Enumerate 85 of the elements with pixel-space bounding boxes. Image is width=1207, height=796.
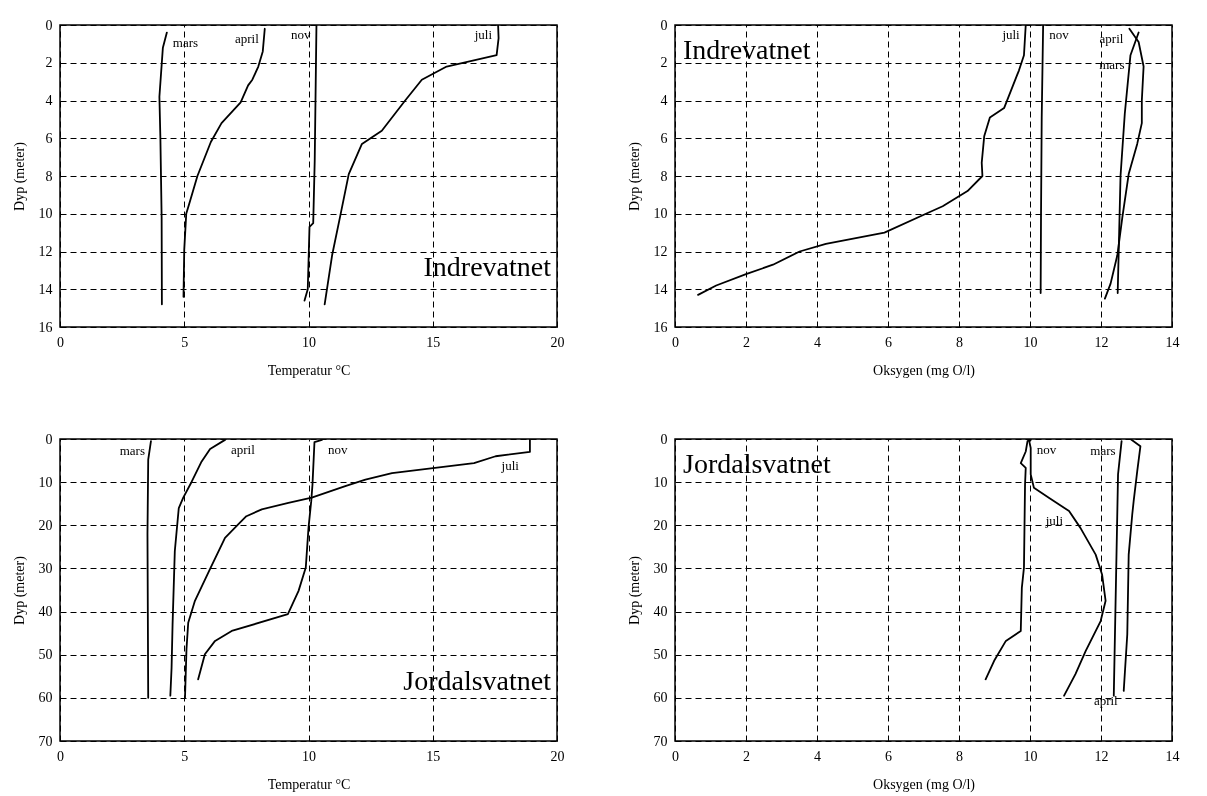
series-label: nov	[327, 441, 348, 457]
y-tick-label: 50	[653, 647, 668, 663]
y-tick-label: 12	[38, 244, 53, 259]
x-tick-label: 5	[181, 334, 189, 350]
y-tick-label: 70	[38, 733, 53, 749]
y-tick-label: 14	[653, 281, 668, 297]
series-label: april	[234, 30, 260, 46]
text: Indrevatnet	[423, 250, 552, 282]
y-tick-label: 30	[38, 560, 53, 576]
y-tick-label: 6	[45, 130, 53, 146]
series-label: nov	[1049, 27, 1070, 42]
x-tick-label: 4	[814, 334, 821, 350]
y-tick-label: 30	[653, 560, 668, 576]
x-axis-title: Temperatur °C	[267, 362, 351, 378]
y-tick-label: 4	[45, 93, 53, 108]
y-tick-label: 10	[38, 206, 53, 222]
series-label: mars	[1090, 443, 1116, 459]
x-tick-label: 2	[743, 748, 750, 764]
x-tick-label: 10	[1023, 748, 1038, 764]
text: Jordalsvatnet	[403, 664, 552, 696]
y-tick-label: 10	[38, 474, 53, 490]
y-tick-label: 0	[45, 431, 53, 447]
series-label: mars	[119, 443, 145, 459]
x-tick-label: 12	[1094, 334, 1109, 350]
series-label: nov	[290, 27, 311, 42]
x-tick-label: 0	[672, 748, 679, 764]
x-tick-label: 20	[550, 748, 565, 764]
y-axis-title: Dyp (meter)	[626, 141, 643, 211]
y-tick-label: 10	[653, 474, 668, 490]
x-tick-label: 15	[426, 748, 441, 764]
x-tick-label: 2	[743, 334, 750, 350]
x-tick-label: 10	[302, 334, 316, 350]
x-tick-label: 0	[57, 748, 64, 764]
x-tick-label: 6	[885, 334, 892, 350]
series-label: april	[1099, 30, 1124, 46]
x-tick-label: 10	[1023, 334, 1038, 350]
series-label: april	[231, 441, 256, 457]
y-tick-label: 2	[45, 55, 53, 71]
y-tick-label: 4	[660, 93, 668, 108]
y-tick-label: 0	[45, 17, 53, 33]
y-tick-label: 0	[660, 17, 668, 33]
y-axis-title: Dyp (meter)	[11, 141, 28, 211]
y-tick-label: 12	[653, 244, 668, 259]
chart-title: Indrevatnet	[683, 34, 811, 65]
x-tick-label: 12	[1094, 748, 1109, 764]
x-tick-label: 0	[672, 334, 679, 350]
y-tick-label: 40	[653, 604, 668, 620]
y-tick-label: 60	[38, 690, 53, 706]
series-label: nov	[1036, 441, 1057, 457]
x-tick-label: 8	[956, 334, 963, 350]
series-label: juli	[500, 458, 520, 474]
series-label: juli	[1001, 27, 1021, 42]
y-tick-label: 14	[38, 281, 53, 297]
y-axis-title: Dyp (meter)	[11, 555, 28, 625]
y-tick-label: 20	[653, 517, 668, 533]
y-tick-label: 16	[653, 319, 668, 335]
y-tick-label: 16	[38, 319, 53, 335]
y-tick-label: 10	[653, 206, 668, 222]
x-axis-title: Oksygen (mg O/l)	[873, 776, 976, 793]
series-label: juli	[1044, 513, 1064, 529]
x-tick-label: 14	[1165, 334, 1180, 350]
y-tick-label: 0	[660, 431, 668, 447]
chart-title: Jordalsvatnet	[683, 448, 831, 479]
x-tick-label: 0	[57, 334, 64, 350]
y-tick-label: 50	[38, 647, 53, 663]
y-tick-label: 70	[653, 733, 668, 749]
x-tick-label: 8	[956, 748, 963, 764]
x-tick-label: 6	[885, 748, 892, 764]
y-tick-label: 60	[653, 690, 668, 706]
y-tick-label: 8	[660, 168, 668, 184]
x-tick-label: 4	[814, 748, 821, 764]
y-tick-label: 6	[660, 130, 668, 146]
x-tick-label: 5	[181, 748, 189, 764]
x-tick-label: 14	[1165, 748, 1180, 764]
y-tick-label: 2	[660, 55, 668, 71]
y-tick-label: 20	[38, 517, 53, 533]
y-tick-label: 40	[38, 604, 53, 620]
y-axis-title: Dyp (meter)	[626, 555, 643, 625]
x-tick-label: 10	[302, 748, 316, 764]
x-tick-label: 15	[426, 334, 441, 350]
x-tick-label: 20	[550, 334, 565, 350]
x-axis-title: Temperatur °C	[267, 776, 351, 792]
x-axis-title: Oksygen (mg O/l)	[873, 362, 976, 379]
series-label: juli	[473, 27, 493, 42]
y-tick-label: 8	[45, 168, 53, 184]
